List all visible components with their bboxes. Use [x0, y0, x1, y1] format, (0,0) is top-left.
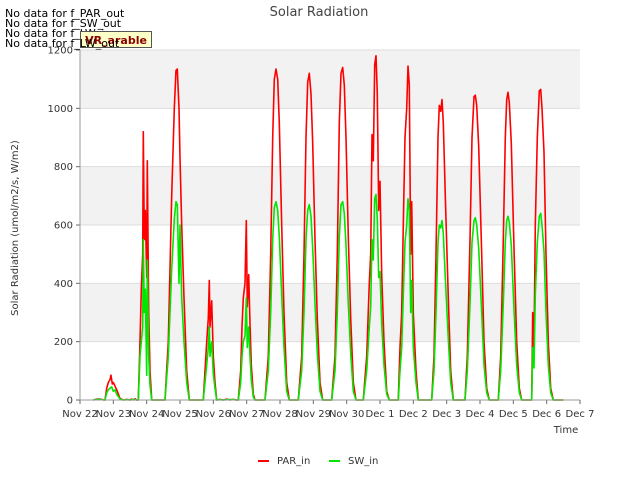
x-tick-label: Nov 26 — [196, 409, 231, 420]
no-data-message: No data for f_PAR_out — [5, 7, 125, 20]
site-badge: VR_arable — [80, 31, 152, 48]
plot-band — [80, 50, 580, 109]
x-tick-label: Dec 3 — [432, 409, 461, 420]
no-data-message: No data for f_SW_out — [5, 17, 122, 30]
y-tick-label: 0 — [67, 396, 73, 407]
x-tick-label: Dec 6 — [532, 409, 561, 420]
x-tick-label: Nov 28 — [262, 409, 297, 420]
legend-label-sw-in: SW_in — [348, 456, 378, 467]
x-tick-label: Nov 29 — [296, 409, 331, 420]
y-tick-label: 1200 — [48, 46, 73, 57]
x-tick-label: Nov 23 — [96, 409, 131, 420]
x-tick-label: Nov 30 — [329, 409, 364, 420]
chart-title: Solar Radiation — [270, 5, 369, 20]
plot-background — [80, 50, 580, 400]
legend-label-par-in: PAR_in — [277, 456, 310, 467]
no-data-message: No data for f_LW_in — [5, 27, 112, 40]
x-tick-label: Nov 27 — [229, 409, 264, 420]
series-line-par-in — [93, 55, 564, 401]
y-axis-title: Solar Radiation (umol/m2/s, W/m2) — [10, 140, 21, 316]
x-tick-label: Nov 25 — [162, 409, 197, 420]
y-tick-label: 800 — [54, 162, 73, 173]
plot-band — [80, 108, 580, 167]
series-line-sw-in — [93, 193, 564, 401]
plot-band — [80, 341, 580, 400]
plot-band — [80, 225, 580, 284]
series-layer — [93, 55, 564, 401]
y-tick-label: 400 — [54, 279, 73, 290]
no-data-message: No data for f_LW_out — [5, 37, 120, 50]
y-tick-label: 600 — [54, 221, 73, 232]
y-tick-label: 1000 — [48, 104, 73, 115]
x-tick-label: Nov 24 — [129, 409, 164, 420]
x-axis-title: Time — [553, 425, 578, 436]
plot-band — [80, 166, 580, 225]
x-tick-label: Dec 5 — [499, 409, 528, 420]
y-tick-label: 200 — [54, 337, 73, 348]
x-tick-label: Dec 1 — [366, 409, 395, 420]
x-tick-label: Nov 22 — [62, 409, 97, 420]
plot-band — [80, 283, 580, 342]
legend: PAR_in SW_in — [258, 456, 378, 467]
x-tick-label: Dec 7 — [566, 409, 595, 420]
x-tick-label: Dec 4 — [466, 409, 495, 420]
x-tick-label: Dec 2 — [399, 409, 428, 420]
